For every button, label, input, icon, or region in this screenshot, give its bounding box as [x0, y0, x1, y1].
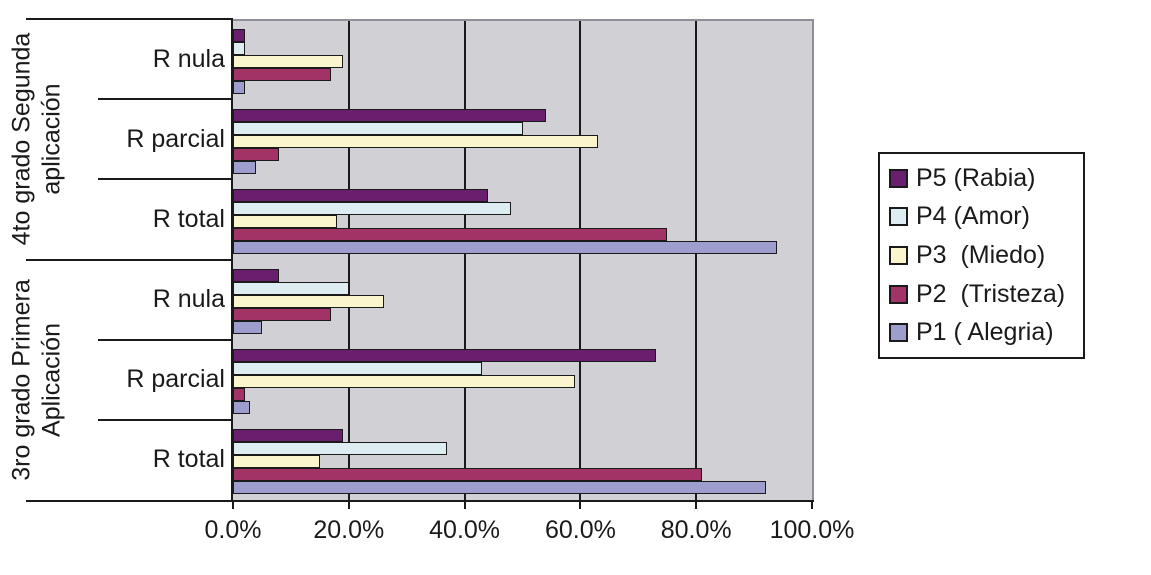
bar-P3-r-nula — [233, 295, 384, 309]
bar-P2-r-nula — [233, 308, 332, 322]
legend-entry-P2: P2 (Tristeza) — [889, 280, 1083, 309]
bar-P2-r-total — [233, 468, 702, 482]
gridline-80 — [695, 21, 698, 502]
legend-swatch-P5 — [889, 168, 908, 188]
legend-swatch-P1 — [889, 323, 908, 343]
bar-P3-r-parcial — [233, 134, 598, 148]
bar-P3-r-parcial — [233, 375, 575, 389]
category-separator-line — [98, 338, 233, 341]
category-label: R nula — [152, 285, 225, 314]
legend-entry-P3: P3 (Miedo) — [889, 241, 1083, 270]
bar-P1-r-total — [233, 240, 778, 254]
bar-P3-r-nula — [233, 54, 343, 68]
x-axis-label-20: 20.0% — [313, 516, 385, 544]
x-axis-tick-60 — [579, 500, 582, 509]
legend-entry-P5: P5 (Rabia) — [889, 164, 1083, 193]
bar-P2-r-parcial — [233, 147, 280, 161]
legend-swatch-P3 — [889, 245, 908, 265]
row-4to-r-total — [233, 181, 812, 261]
category-separator-line — [98, 98, 233, 101]
legend-swatch-P2 — [889, 284, 908, 304]
bar-P5-r-parcial — [233, 349, 656, 363]
category-top-line — [26, 18, 233, 20]
bar-P4-r-nula — [233, 282, 349, 296]
bar-P5-r-parcial — [233, 108, 546, 122]
gridline-40 — [463, 21, 466, 502]
x-axis-label-0: 0.0% — [204, 516, 262, 544]
bar-P1-r-total — [233, 481, 766, 495]
plot-area — [233, 19, 814, 502]
legend-label-P3: P3 (Miedo) — [916, 240, 1046, 269]
bar-P5-r-total — [233, 188, 488, 202]
category-axis-line — [231, 19, 233, 502]
bar-P2-r-parcial — [233, 388, 245, 402]
legend: P5 (Rabia) P4 (Amor) P3 (Miedo) P2 (Tristez… — [878, 152, 1085, 359]
bar-P4-r-parcial — [233, 121, 523, 135]
x-axis-tick-100 — [811, 500, 813, 509]
bar-P5-r-nula — [233, 28, 245, 42]
category-label: R total — [152, 204, 225, 233]
bar-P2-r-nula — [233, 67, 332, 81]
legend-label-P1: P1 ( Alegria) — [916, 318, 1054, 347]
bar-P3-r-total — [233, 455, 320, 469]
group-label-text: 4to grado Segunda aplicación — [6, 19, 98, 260]
x-axis-tick-40 — [463, 500, 466, 509]
group-label-text: 3ro grado Primera Aplicación — [6, 260, 98, 501]
group-label-segunda: 4to grado Segunda aplicación — [6, 19, 98, 260]
bar-P1-r-nula — [233, 80, 245, 94]
x-axis-tick-80 — [695, 500, 698, 509]
bar-P4-r-nula — [233, 41, 245, 55]
legend-swatch-P4 — [889, 207, 908, 227]
x-axis-label-60: 60.0% — [544, 516, 616, 544]
category-separator-line — [98, 178, 233, 181]
group-label-line: 3ro grado Primera — [7, 279, 35, 481]
row-4to-r-parcial — [233, 101, 812, 181]
category-label: R nula — [152, 44, 225, 73]
x-axis-tick-0 — [232, 500, 234, 509]
row-3ro-r-parcial — [233, 342, 812, 422]
group-label-primera: 3ro grado Primera Aplicación — [6, 260, 98, 501]
group-separator-line — [26, 258, 233, 261]
legend-label-P5: P5 (Rabia) — [916, 163, 1036, 192]
x-axis-tick-20 — [347, 500, 350, 509]
bar-P4-r-parcial — [233, 362, 482, 376]
row-3ro-r-total — [233, 422, 812, 502]
group-label-line: aplicación — [37, 83, 65, 195]
gridline-60 — [579, 21, 582, 502]
category-separator-line — [98, 418, 233, 421]
legend-label-P4: P4 (Amor) — [916, 202, 1030, 231]
x-axis-label-40: 40.0% — [429, 516, 501, 544]
legend-entry-P4: P4 (Amor) — [889, 202, 1083, 231]
group-label-line: Aplicación — [37, 322, 65, 437]
category-label: R parcial — [126, 365, 225, 394]
category-label: R total — [152, 445, 225, 474]
x-axis-label-80: 80.0% — [660, 516, 732, 544]
bar-P1-r-parcial — [233, 401, 251, 415]
bar-P1-r-nula — [233, 321, 262, 335]
bar-P1-r-parcial — [233, 160, 257, 174]
bar-P4-r-total — [233, 201, 511, 215]
value-axis-line — [26, 500, 814, 502]
legend-entry-P1: P1 ( Alegria) — [889, 318, 1083, 347]
x-axis-label-100: 100.0% — [769, 516, 855, 544]
legend-label-P2: P2 (Tristeza) — [916, 279, 1066, 308]
row-4to-r-nula — [233, 21, 812, 101]
gridline-20 — [347, 21, 350, 502]
row-3ro-r-nula — [233, 262, 812, 342]
category-label: R parcial — [126, 124, 225, 153]
bar-P5-r-total — [233, 429, 343, 443]
bar-P4-r-total — [233, 442, 448, 456]
group-label-line: 4to grado Segunda — [7, 32, 35, 246]
bar-P2-r-total — [233, 227, 668, 241]
bar-P3-r-total — [233, 214, 338, 228]
bar-P5-r-nula — [233, 269, 280, 283]
